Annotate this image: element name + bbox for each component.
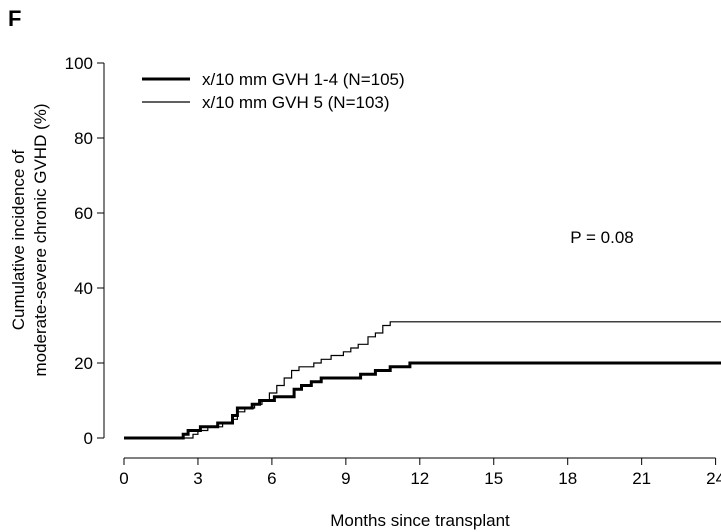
x-tick-label: 6: [267, 469, 276, 488]
x-tick-label: 9: [341, 469, 350, 488]
y-tick-label: 100: [65, 54, 93, 73]
legend: x/10 mm GVH 1-4 (N=105) x/10 mm GVH 5 (N=…: [142, 70, 405, 112]
series-line-1: [124, 361, 721, 440]
y-tick-label: 60: [74, 204, 93, 223]
x-axis-label: Months since transplant: [330, 511, 510, 530]
y-axis-label-line-1: Cumulative incidence of: [9, 149, 28, 330]
p-value-annotation: P = 0.08: [570, 228, 634, 247]
x-tick-label: 21: [632, 469, 651, 488]
axes: 0 20 40 60 80 100 0 3 6 9 12 15 18 21 24: [65, 54, 721, 488]
y-tick-label: 20: [74, 354, 93, 373]
legend-label-1: x/10 mm GVH 1-4 (N=105): [202, 70, 405, 89]
y-tick-label: 0: [84, 429, 93, 448]
x-tick-label: 3: [193, 469, 202, 488]
x-tick-label: 15: [484, 469, 503, 488]
y-tick-label: 40: [74, 279, 93, 298]
panel-label: F: [8, 6, 22, 31]
x-tick-label: 12: [410, 469, 429, 488]
y-tick-label: 80: [74, 129, 93, 148]
y-axis-label-line-2: moderate-severe chronic GVHD (%): [31, 103, 50, 376]
series-layer: [124, 321, 721, 440]
x-tick-label: 0: [119, 469, 128, 488]
legend-label-2: x/10 mm GVH 5 (N=103): [202, 93, 390, 112]
x-tick-label: 24: [706, 469, 721, 488]
x-tick-label: 18: [558, 469, 577, 488]
series-line-2: [124, 321, 721, 439]
